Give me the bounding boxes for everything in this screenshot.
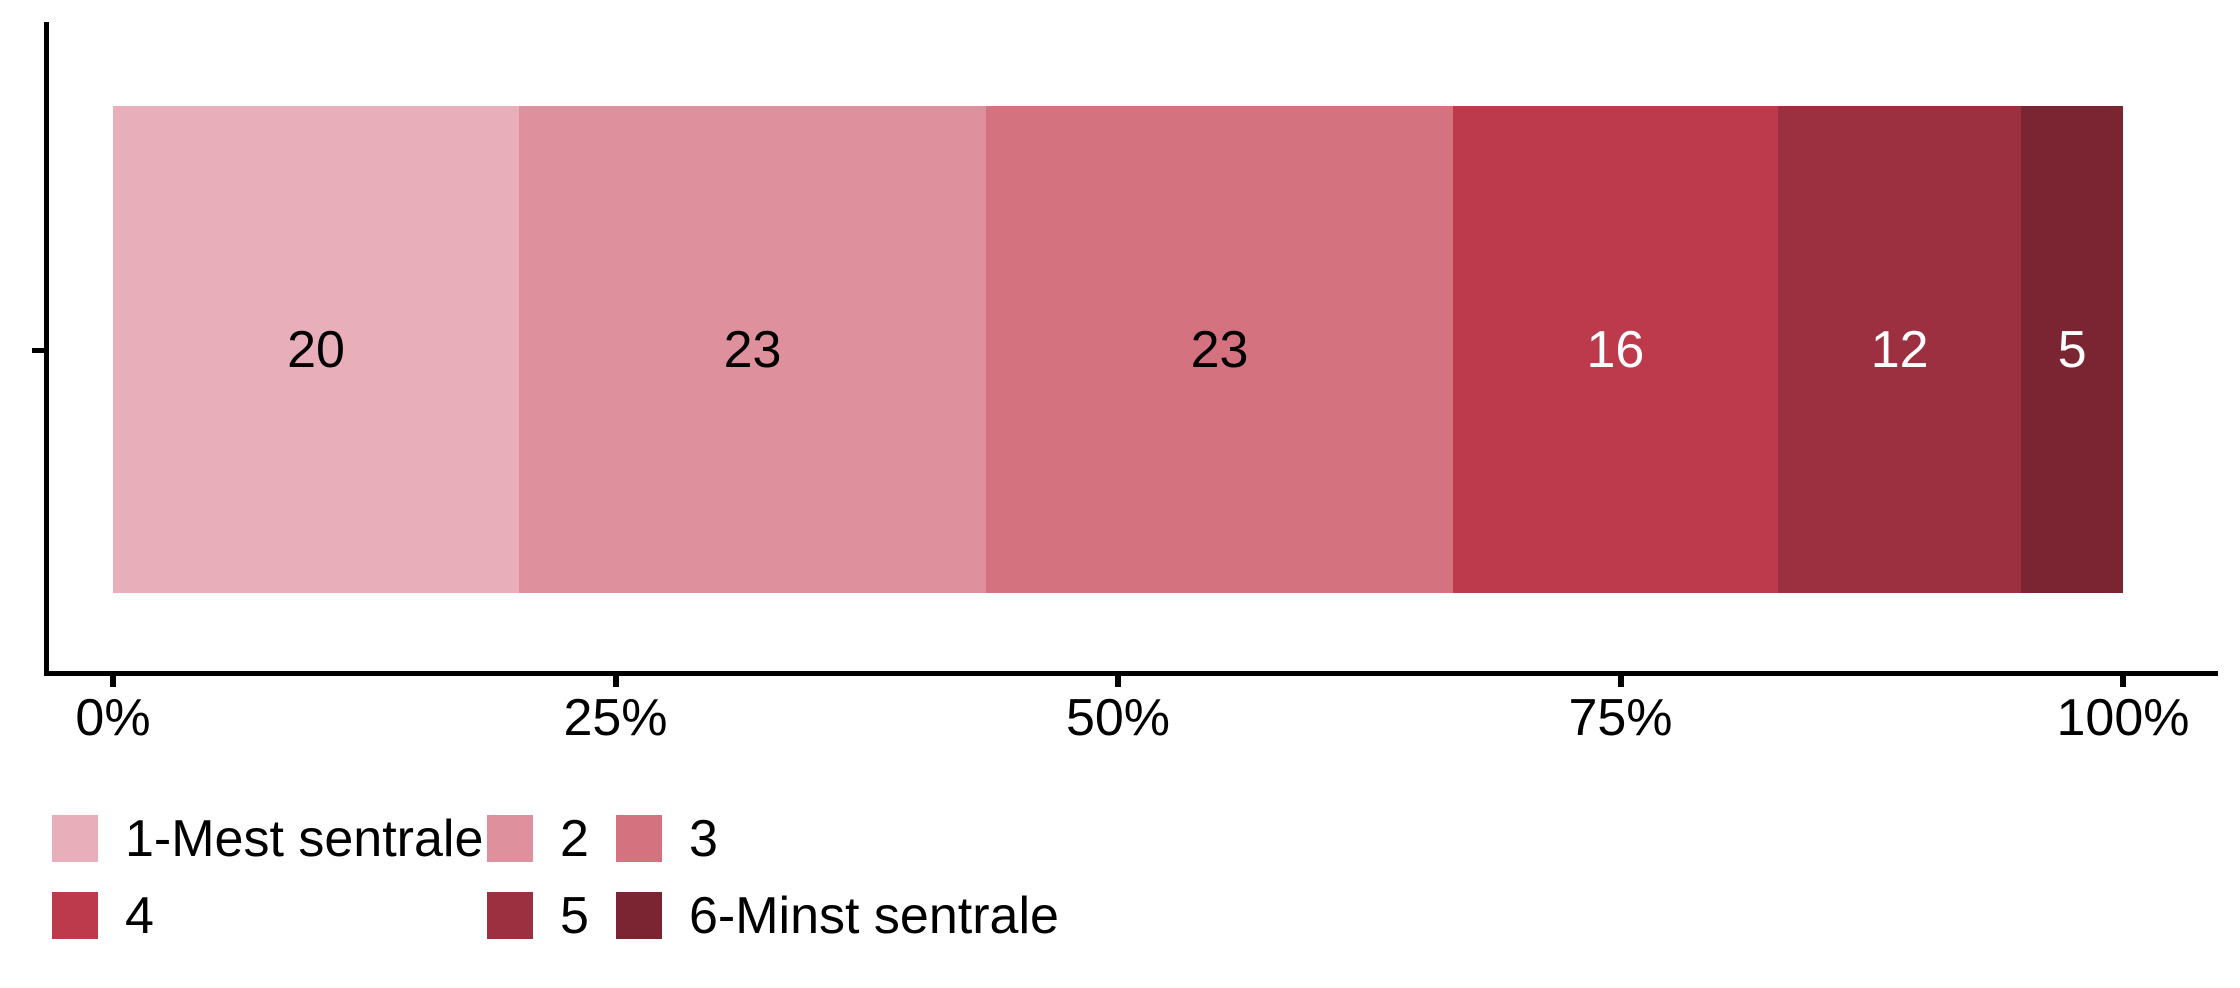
bar-segment-value: 16	[1586, 320, 1645, 379]
x-axis-tick-label: 75%	[1568, 689, 1673, 747]
bar-segment-value: 12	[1870, 320, 1929, 379]
legend-swatch	[52, 815, 98, 862]
legend-label: 4	[125, 886, 154, 945]
x-axis-tick	[1115, 676, 1121, 687]
legend: 1-Mest sentrale 2 3 4 5 6-Minst sentrale	[52, 809, 1059, 945]
stacked-bar: 20 23 23 16 12 5	[113, 106, 2123, 593]
legend-swatch	[616, 815, 662, 862]
legend-item-5: 5	[487, 886, 616, 945]
x-axis-tick-label: 100%	[2056, 689, 2190, 747]
y-axis-tick	[32, 348, 44, 353]
x-axis-tick-label: 0%	[75, 689, 151, 747]
x-axis-tick	[612, 676, 619, 687]
legend-swatch	[487, 892, 533, 939]
bar-segment-2: 23	[519, 106, 987, 593]
legend-label: 6-Minst sentrale	[689, 886, 1059, 945]
bar-segment-value: 23	[1190, 320, 1249, 379]
bar-segment-6: 5	[2021, 106, 2123, 593]
bar-segment-3: 23	[986, 106, 1453, 593]
x-axis-tick	[2120, 676, 2126, 687]
legend-label: 3	[689, 809, 718, 868]
bar-segment-1: 20	[113, 106, 520, 593]
legend-swatch	[616, 892, 662, 939]
x-axis-line	[44, 671, 2218, 676]
legend-swatch	[52, 892, 98, 939]
x-axis-tick-label: 50%	[1065, 689, 1171, 747]
legend-item-4: 4	[52, 886, 487, 945]
legend-item-3: 3	[616, 809, 1059, 868]
legend-label: 1-Mest sentrale	[125, 809, 484, 868]
bar-segment-4: 16	[1452, 106, 1778, 593]
legend-swatch	[487, 815, 533, 862]
legend-item-2: 2	[487, 809, 616, 868]
bar-segment-5: 12	[1777, 106, 2022, 593]
legend-label: 5	[560, 886, 589, 945]
x-axis-tick	[110, 676, 116, 687]
bar-segment-value: 23	[723, 320, 782, 379]
bar-segment-value: 20	[287, 320, 345, 379]
legend-item-1: 1-Mest sentrale	[52, 809, 487, 868]
x-axis-tick-label: 25%	[563, 689, 668, 747]
legend-item-6: 6-Minst sentrale	[616, 886, 1059, 945]
y-axis-line	[44, 22, 49, 676]
bar-segment-value: 5	[2057, 320, 2087, 379]
x-axis-tick	[1617, 676, 1624, 687]
legend-label: 2	[560, 809, 589, 868]
